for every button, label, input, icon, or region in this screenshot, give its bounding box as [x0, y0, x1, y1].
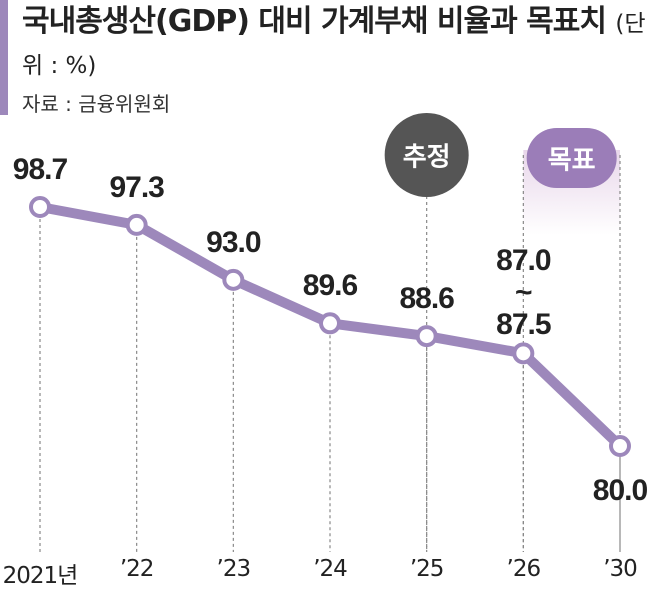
annotation-text: 목표	[547, 145, 596, 176]
data-point	[512, 342, 535, 365]
value-label: 80.0	[592, 474, 648, 507]
x-tick-label: ’24	[313, 556, 348, 582]
value-label: 93.0	[206, 225, 261, 259]
unit-label: (단위 : %)	[22, 11, 646, 79]
x-tick-label: 2021년	[2, 563, 79, 589]
annotation-text: 추정	[402, 142, 451, 173]
value-label: 87.0 ~ 87.5	[496, 244, 551, 342]
title-block: 국내총생산(GDP) 대비 가계부채 비율과 목표치 (단위 : %)	[22, 2, 647, 86]
annotation-badge	[526, 128, 617, 188]
value-label: 88.6	[399, 282, 454, 316]
x-tick-label: ’26	[506, 556, 542, 582]
data-point	[319, 312, 341, 335]
data-point	[29, 196, 51, 218]
data-point	[222, 268, 245, 291]
x-tick-label: ’22	[119, 556, 155, 582]
annotation-badge	[384, 113, 469, 197]
x-tick-label: ’25	[409, 556, 445, 582]
data-point	[415, 325, 438, 348]
x-tick-label: ’23	[216, 556, 252, 582]
data-point	[125, 213, 148, 236]
data-point	[609, 435, 631, 457]
value-label: 97.3	[109, 170, 164, 204]
source: 자료 : 금융위원회	[22, 92, 171, 116]
value-label: 89.6	[302, 269, 358, 303]
chart-title: 국내총생산(GDP) 대비 가계부채 비율과 목표치	[22, 4, 607, 39]
accent-bar	[0, 0, 8, 115]
x-tick-label: ’30	[603, 556, 638, 582]
value-label: 98.7	[12, 153, 68, 186]
